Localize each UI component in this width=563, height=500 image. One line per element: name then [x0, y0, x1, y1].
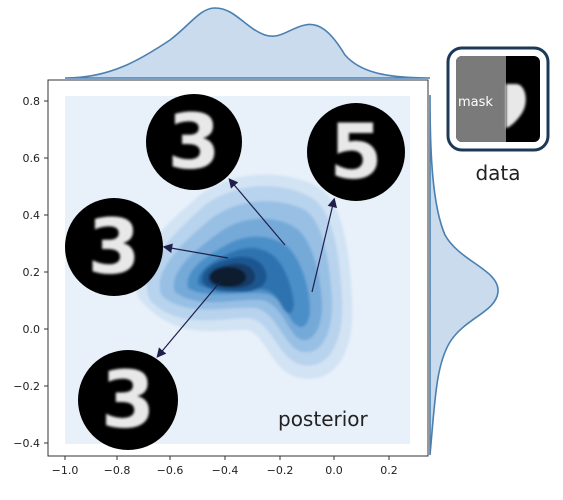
- data-badge: mask: [446, 46, 550, 152]
- x-tick-label: 0.0: [325, 464, 343, 477]
- x-tick-label: 0.2: [380, 464, 398, 477]
- arrow-to-sample-top-left: [228, 178, 286, 246]
- right-marginal-density: [429, 94, 499, 456]
- x-tick-label: −1.0: [52, 464, 79, 477]
- y-axis: [44, 100, 48, 444]
- data-label: data: [475, 161, 520, 185]
- top-marginal-density: [64, 7, 431, 79]
- arrow-to-sample-left: [162, 243, 229, 259]
- x-tick-labels: −1.0 −0.8 −0.6 −0.4 −0.2 0.0 0.2: [52, 464, 398, 477]
- mask-region: [456, 56, 506, 142]
- svg-text:3: 3: [101, 356, 155, 446]
- svg-text:3: 3: [88, 202, 141, 291]
- x-tick-label: −0.8: [104, 464, 131, 477]
- arrow-to-sample-top-right: [311, 197, 337, 293]
- kde-contours: [135, 174, 353, 379]
- arrow-to-sample-bottom: [156, 281, 221, 358]
- svg-text:3: 3: [168, 97, 221, 186]
- y-tick-label: 0.6: [23, 152, 41, 165]
- posterior-label: posterior: [278, 407, 369, 431]
- digit-sample-bottom: 3: [78, 350, 178, 450]
- x-axis: [64, 456, 390, 460]
- sample-arrows: [156, 178, 337, 358]
- y-tick-label: 0.0: [23, 323, 41, 336]
- x-tick-label: −0.2: [267, 464, 294, 477]
- digit-sample-top-right: 5: [307, 103, 405, 201]
- partial-digit-visible: [506, 84, 526, 128]
- x-tick-label: −0.4: [212, 464, 239, 477]
- mask-label: mask: [458, 95, 493, 110]
- y-tick-labels: 0.8 0.6 0.4 0.2 0.0 −0.2 −0.4: [13, 95, 40, 450]
- y-tick-label: 0.4: [23, 209, 41, 222]
- y-tick-label: −0.4: [13, 437, 40, 450]
- x-tick-label: −0.6: [157, 464, 184, 477]
- y-tick-label: −0.2: [13, 380, 40, 393]
- y-tick-label: 0.8: [23, 95, 41, 108]
- digit-sample-left: 3: [65, 198, 163, 296]
- y-tick-label: 0.2: [23, 266, 41, 279]
- svg-text:5: 5: [330, 107, 383, 196]
- digit-sample-top-left: 3: [146, 94, 242, 190]
